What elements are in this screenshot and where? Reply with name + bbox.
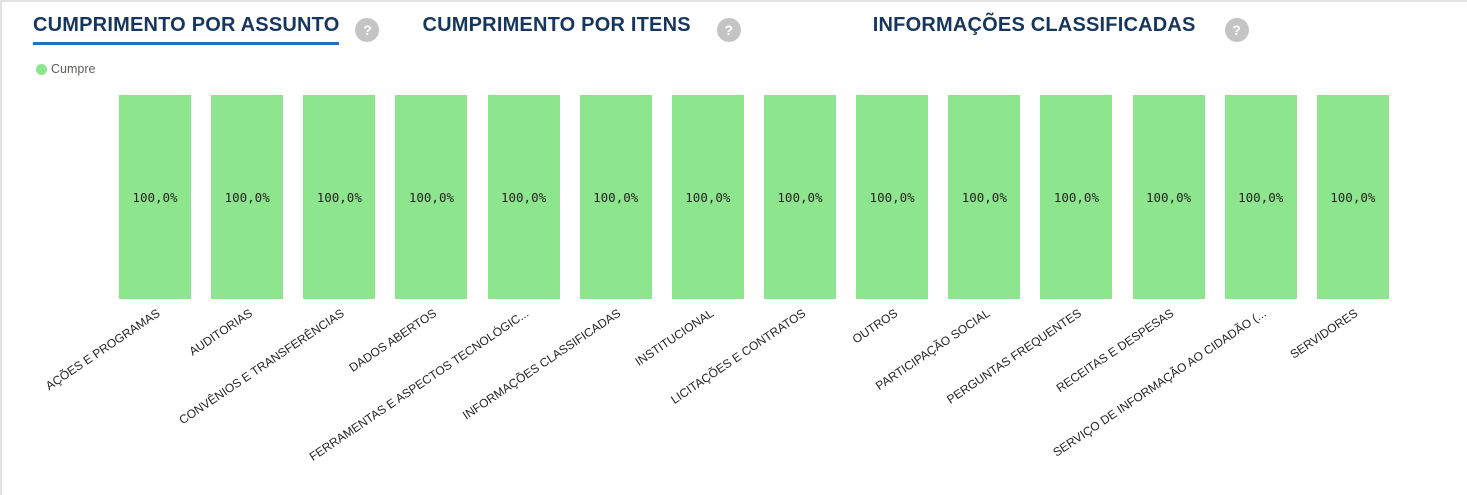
bar-value-label: 100,0%	[316, 189, 362, 205]
bar-value-label: 100,0%	[1053, 189, 1099, 205]
bar-value-label: 100,0%	[1330, 189, 1376, 205]
help-icon[interactable]: ?	[1224, 18, 1249, 42]
tab-group-informacoes-classificadas: INFORMAÇÕES CLASSIFICADAS ?	[873, 13, 1249, 45]
tab-informacoes-classificadas[interactable]: INFORMAÇÕES CLASSIFICADAS	[872, 14, 1196, 36]
bar-outros[interactable]: 100,0%	[856, 95, 929, 299]
tab-bar: CUMPRIMENTO POR ASSUNTO ? CUMPRIMENTO PO…	[33, 13, 1249, 45]
axis-label: OUTROS	[849, 306, 900, 347]
bar-value-label: 100,0%	[961, 189, 1007, 205]
axis-label: CONVÊNIOS E TRANSFERÊNCIAS	[176, 306, 348, 428]
bar-value-label: 100,0%	[500, 189, 547, 205]
bar-auditorias[interactable]: 100,0%	[211, 95, 284, 299]
bar-value-label: 100,0%	[224, 189, 270, 205]
bar-servidores[interactable]: 100,0%	[1316, 95, 1389, 299]
bar-servico-de-informacao-ao-cidadao[interactable]: 100,0%	[1224, 95, 1297, 299]
axis-label: AUDITORIAS	[186, 306, 255, 359]
bar-value-label: 100,0%	[408, 189, 454, 205]
bar-licitacoes-e-contratos[interactable]: 100,0%	[763, 95, 836, 299]
bar-dados-abertos[interactable]: 100,0%	[395, 95, 468, 299]
bar-value-label: 100,0%	[1238, 189, 1284, 205]
bar-receitas-e-despesas[interactable]: 100,0%	[1132, 95, 1205, 299]
axis-label: SERVIDORES	[1287, 306, 1361, 362]
legend-label[interactable]: Cumpre	[51, 62, 96, 76]
bar-convenios-e-transferencias[interactable]: 100,0%	[303, 95, 376, 299]
bar-value-label: 100,0%	[777, 189, 823, 205]
axis-label: INFORMAÇÕES CLASSIFICADAS	[460, 306, 624, 423]
bar-value-label: 100,0%	[869, 189, 915, 205]
bar-ferramentas-e-aspectos-tecnologicos[interactable]: 100,0%	[487, 95, 560, 299]
bar-value-label: 100,0%	[685, 189, 731, 205]
axis-label: INSTITUCIONAL	[632, 306, 716, 369]
bar-acoes-e-programas[interactable]: 100,0%	[119, 95, 191, 299]
tab-cumprimento-por-assunto[interactable]: CUMPRIMENTO POR ASSUNTO	[33, 13, 340, 45]
bar-value-label: 100,0%	[132, 189, 178, 205]
bar-chart: 100,0% 100,0% 100,0% 100,0% 100,0% 100,0…	[119, 95, 1389, 299]
bar-value-label: 100,0%	[593, 189, 639, 205]
tab-group-cumprimento-por-itens: CUMPRIMENTO POR ITENS ?	[422, 13, 741, 45]
tab-group-cumprimento-por-assunto: CUMPRIMENTO POR ASSUNTO ?	[33, 13, 380, 45]
bar-participacao-social[interactable]: 100,0%	[948, 95, 1021, 299]
legend-color-dot	[36, 63, 47, 75]
help-icon[interactable]: ?	[716, 18, 741, 42]
help-icon[interactable]: ?	[355, 18, 380, 42]
bar-informacoes-classificadas[interactable]: 100,0%	[579, 95, 652, 299]
axis-label: DADOS ABERTOS	[346, 306, 440, 375]
bar-perguntas-frequentes[interactable]: 100,0%	[1040, 95, 1113, 299]
axis-label: AÇÕES E PROGRAMAS	[43, 306, 163, 393]
bar-institucional[interactable]: 100,0%	[671, 95, 744, 299]
bar-value-label: 100,0%	[1145, 189, 1192, 205]
chart-legend: Cumpre	[36, 62, 95, 76]
tab-cumprimento-por-itens[interactable]: CUMPRIMENTO POR ITENS	[422, 14, 691, 36]
